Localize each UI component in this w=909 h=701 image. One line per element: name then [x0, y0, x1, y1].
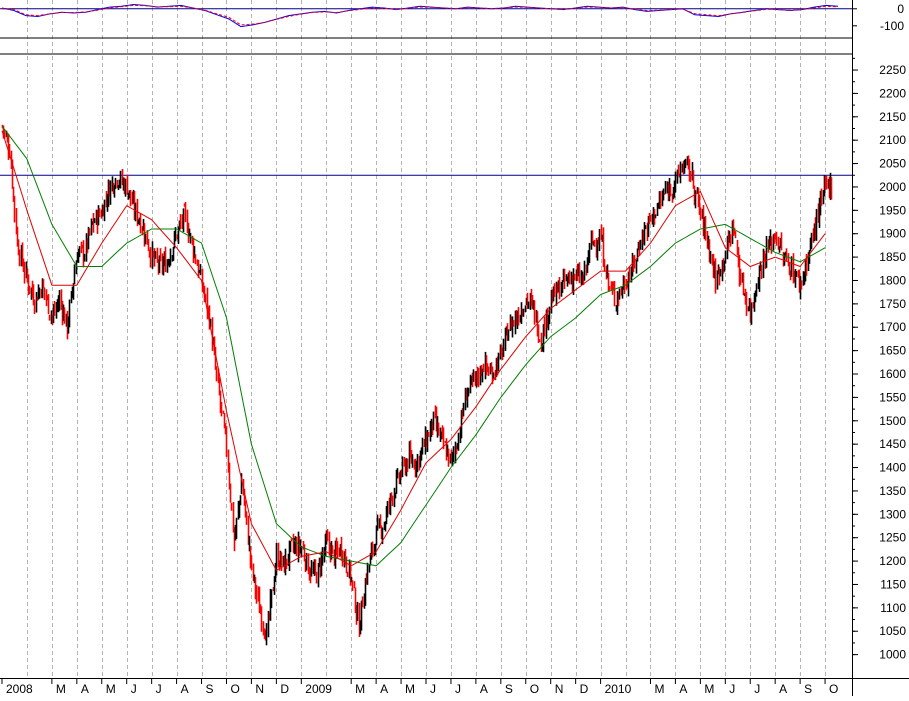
price-panel — [0, 124, 852, 646]
indicator-panel — [0, 3, 852, 28]
price-ytick-label: 2150 — [879, 110, 906, 124]
price-ytick-label: 1650 — [879, 344, 906, 358]
price-ytick-label: 2100 — [879, 133, 906, 147]
price-ytick-label: 1200 — [879, 554, 906, 568]
xtick-label: S — [804, 682, 812, 696]
indicator-ytick-label: -100 — [880, 19, 904, 33]
xtick-label: J — [455, 682, 461, 696]
price-ytick-label: 1500 — [879, 414, 906, 428]
xtick-label: 2009 — [305, 682, 332, 696]
xtick-label: M — [654, 682, 664, 696]
price-ytick-label: 1300 — [879, 507, 906, 521]
price-ytick-label: 1900 — [879, 227, 906, 241]
xtick-label: N — [555, 682, 564, 696]
xtick-label: 2010 — [605, 682, 632, 696]
price-ytick-label: 2000 — [879, 180, 906, 194]
xtick-label: J — [729, 682, 735, 696]
price-ytick-label: 1750 — [879, 297, 906, 311]
xtick-label: N — [255, 682, 264, 696]
xtick-label: D — [280, 682, 289, 696]
indicator-slow-line — [1, 4, 839, 26]
xtick-label: O — [530, 682, 539, 696]
price-ytick-label: 1800 — [879, 273, 906, 287]
indicator-ytick-label: 0 — [897, 2, 904, 16]
price-ytick-label: 1000 — [879, 648, 906, 662]
xtick-label: O — [230, 682, 239, 696]
price-ytick-label: 1400 — [879, 461, 906, 475]
price-bars — [1, 124, 833, 646]
price-ytick-label: 1600 — [879, 367, 906, 381]
xtick-label: D — [580, 682, 589, 696]
xtick-label: 2008 — [6, 682, 33, 696]
moving-average-slow — [1, 125, 826, 567]
price-ytick-label: 1350 — [879, 484, 906, 498]
xtick-label: J — [430, 682, 436, 696]
xtick-label: M — [704, 682, 714, 696]
xtick-label: A — [181, 682, 189, 696]
price-ytick-label: 1100 — [880, 601, 906, 615]
xtick-label: J — [156, 682, 162, 696]
price-ytick-label: 2050 — [879, 157, 906, 171]
xtick-label: S — [206, 682, 214, 696]
y-axis: 0 -100 2250 2200 2150 2100 2050 2000 1950 1900 185… — [852, 2, 906, 662]
xtick-label: A — [679, 682, 687, 696]
xtick-label: M — [405, 682, 415, 696]
xtick-label: J — [131, 682, 137, 696]
price-ytick-label: 1050 — [879, 624, 906, 638]
price-ytick-label: 1700 — [879, 320, 906, 334]
moving-average-fast — [1, 130, 826, 572]
price-ytick-label: 2200 — [879, 86, 906, 100]
xtick-label: A — [380, 682, 388, 696]
xtick-label: S — [505, 682, 513, 696]
xtick-label: A — [480, 682, 488, 696]
xtick-label: M — [106, 682, 116, 696]
price-ytick-label: 1250 — [879, 531, 906, 545]
price-ytick-label: 1150 — [880, 577, 906, 591]
price-ytick-label: 1550 — [879, 390, 906, 404]
xtick-label: A — [81, 682, 89, 696]
xtick-label: M — [56, 682, 66, 696]
xtick-label: J — [754, 682, 760, 696]
xtick-label: A — [779, 682, 787, 696]
price-ytick-label: 1850 — [879, 250, 906, 264]
xtick-label: O — [829, 682, 838, 696]
x-axis: 2008 M A M J J A S O N D 2009 M A M J J A S O N D 2010 M A M J J A S O — [1, 678, 838, 696]
xtick-label: M — [355, 682, 365, 696]
price-ytick-label: 1450 — [879, 437, 906, 451]
price-ytick-label: 1950 — [879, 203, 906, 217]
price-ytick-label: 2250 — [879, 63, 906, 77]
